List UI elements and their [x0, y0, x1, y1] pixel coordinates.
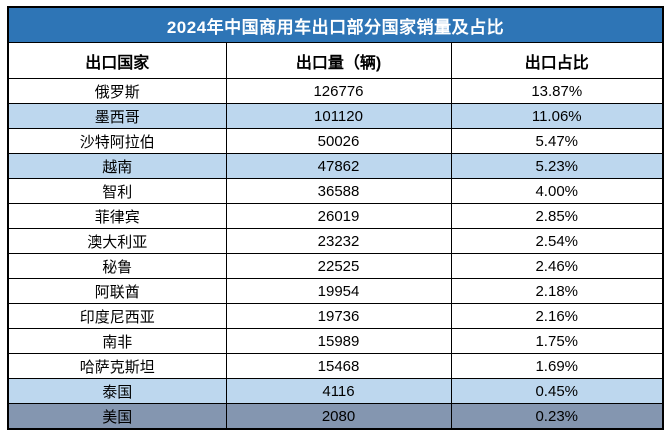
share-cell: 2.16%: [450, 303, 664, 329]
table-row: 智利 36588 4.00%: [7, 178, 664, 204]
share-cell: 5.23%: [450, 153, 664, 179]
country-cell: 智利: [7, 178, 227, 204]
column-header-share: 出口占比: [450, 42, 664, 79]
table-row: 泰国 4116 0.45%: [7, 378, 664, 404]
title-row: 2024年中国商用车出口部分国家销量及占比: [7, 6, 664, 43]
share-cell: 0.23%: [450, 403, 664, 430]
table-row: 秘鲁 22525 2.46%: [7, 253, 664, 279]
country-cell: 沙特阿拉伯: [7, 128, 227, 154]
volume-cell: 50026: [225, 128, 452, 154]
share-cell: 1.69%: [450, 353, 664, 379]
country-cell: 秘鲁: [7, 253, 227, 279]
table-title: 2024年中国商用车出口部分国家销量及占比: [7, 6, 664, 43]
table-row: 菲律宾 26019 2.85%: [7, 203, 664, 229]
share-cell: 0.45%: [450, 378, 664, 404]
volume-cell: 15989: [225, 328, 452, 354]
volume-cell: 19736: [225, 303, 452, 329]
country-cell: 墨西哥: [7, 103, 227, 129]
country-cell: 菲律宾: [7, 203, 227, 229]
table-row: 阿联酋 19954 2.18%: [7, 278, 664, 304]
export-table-container: 2024年中国商用车出口部分国家销量及占比 出口国家 出口量（辆) 出口占比 俄…: [7, 6, 664, 430]
column-header-volume: 出口量（辆): [225, 42, 452, 79]
table-row: 沙特阿拉伯 50026 5.47%: [7, 128, 664, 154]
table-row: 澳大利亚 23232 2.54%: [7, 228, 664, 254]
share-cell: 2.54%: [450, 228, 664, 254]
header-row: 出口国家 出口量（辆) 出口占比: [7, 42, 664, 79]
volume-cell: 36588: [225, 178, 452, 204]
export-table: 2024年中国商用车出口部分国家销量及占比 出口国家 出口量（辆) 出口占比 俄…: [7, 6, 664, 430]
volume-cell: 15468: [225, 353, 452, 379]
country-cell: 哈萨克斯坦: [7, 353, 227, 379]
country-cell: 澳大利亚: [7, 228, 227, 254]
country-cell: 南非: [7, 328, 227, 354]
country-cell: 俄罗斯: [7, 78, 227, 104]
volume-cell: 47862: [225, 153, 452, 179]
volume-cell: 126776: [225, 78, 452, 104]
volume-cell: 2080: [225, 403, 452, 430]
share-cell: 1.75%: [450, 328, 664, 354]
table-row: 印度尼西亚 19736 2.16%: [7, 303, 664, 329]
volume-cell: 22525: [225, 253, 452, 279]
share-cell: 2.18%: [450, 278, 664, 304]
volume-cell: 101120: [225, 103, 452, 129]
volume-cell: 26019: [225, 203, 452, 229]
country-cell: 美国: [7, 403, 227, 430]
share-cell: 11.06%: [450, 103, 664, 129]
country-cell: 越南: [7, 153, 227, 179]
table-row: 美国 2080 0.23%: [7, 403, 664, 430]
volume-cell: 23232: [225, 228, 452, 254]
table-row: 越南 47862 5.23%: [7, 153, 664, 179]
share-cell: 2.85%: [450, 203, 664, 229]
table-row: 哈萨克斯坦 15468 1.69%: [7, 353, 664, 379]
table-row: 俄罗斯 126776 13.87%: [7, 78, 664, 104]
column-header-country: 出口国家: [7, 42, 227, 79]
table-row: 墨西哥 101120 11.06%: [7, 103, 664, 129]
country-cell: 印度尼西亚: [7, 303, 227, 329]
share-cell: 13.87%: [450, 78, 664, 104]
share-cell: 4.00%: [450, 178, 664, 204]
volume-cell: 19954: [225, 278, 452, 304]
country-cell: 阿联酋: [7, 278, 227, 304]
share-cell: 5.47%: [450, 128, 664, 154]
volume-cell: 4116: [225, 378, 452, 404]
table-row: 南非 15989 1.75%: [7, 328, 664, 354]
share-cell: 2.46%: [450, 253, 664, 279]
country-cell: 泰国: [7, 378, 227, 404]
